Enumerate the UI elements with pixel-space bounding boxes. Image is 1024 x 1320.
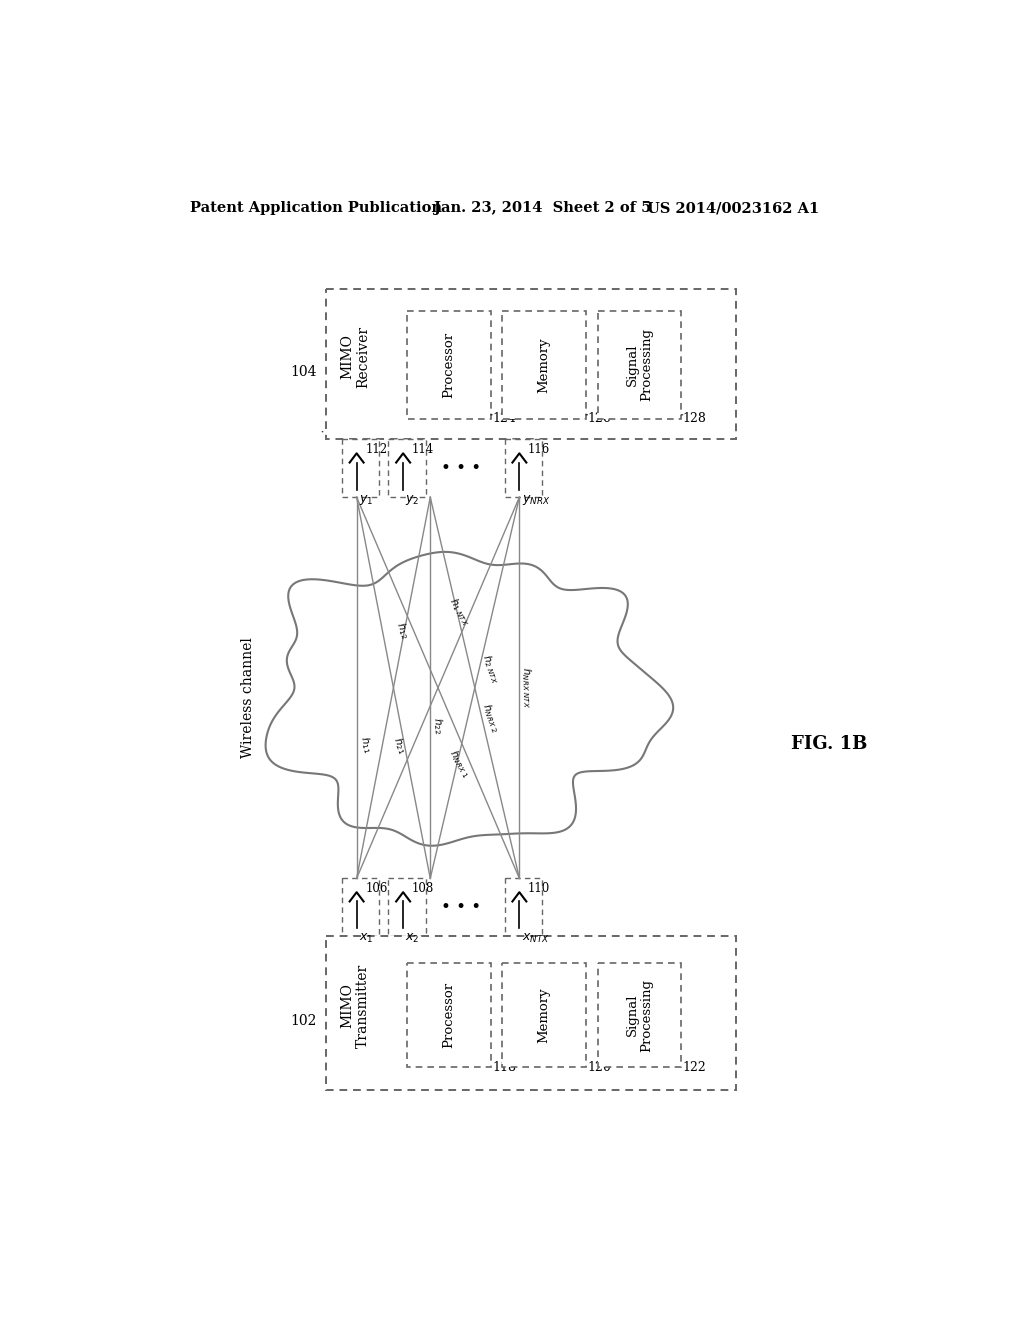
Text: $y_1$: $y_1$	[359, 492, 374, 507]
FancyBboxPatch shape	[407, 312, 490, 418]
FancyBboxPatch shape	[388, 440, 426, 498]
Text: 106: 106	[366, 882, 387, 895]
FancyBboxPatch shape	[342, 878, 379, 936]
FancyBboxPatch shape	[326, 936, 736, 1090]
Text: Patent Application Publication: Patent Application Publication	[190, 202, 442, 215]
Text: $h_{1\ NTX}$: $h_{1\ NTX}$	[446, 595, 473, 628]
Text: $y_2$: $y_2$	[406, 492, 420, 507]
Text: 120: 120	[588, 1061, 611, 1074]
Text: Memory: Memory	[538, 987, 551, 1043]
FancyBboxPatch shape	[598, 312, 681, 418]
Text: • • •: • • •	[441, 899, 481, 916]
Text: Signal
Processing: Signal Processing	[626, 978, 653, 1052]
Text: MIMO
Receiver: MIMO Receiver	[340, 326, 370, 388]
Text: $h_{21}$: $h_{21}$	[390, 734, 409, 755]
Text: 114: 114	[412, 444, 434, 455]
Text: $h_{11}$: $h_{11}$	[356, 735, 375, 755]
Text: $x_1$: $x_1$	[359, 932, 374, 945]
Text: 110: 110	[528, 882, 550, 895]
Text: 102: 102	[290, 1014, 316, 1028]
Text: $h_{NRX\ 2}$: $h_{NRX\ 2}$	[479, 702, 503, 735]
Text: 126: 126	[588, 412, 611, 425]
Text: $h_{22}$: $h_{22}$	[430, 717, 446, 735]
Text: $y_{NRX}$: $y_{NRX}$	[521, 492, 550, 507]
FancyBboxPatch shape	[326, 289, 736, 440]
FancyBboxPatch shape	[505, 878, 542, 936]
Text: Signal
Processing: Signal Processing	[626, 329, 653, 401]
Text: $x_{NTX}$: $x_{NTX}$	[521, 932, 550, 945]
Text: $h_{12}$: $h_{12}$	[393, 620, 413, 642]
Text: 124: 124	[493, 412, 516, 425]
Text: $h_{NRX\ 1}$: $h_{NRX\ 1}$	[446, 747, 473, 780]
Text: Jan. 23, 2014  Sheet 2 of 5: Jan. 23, 2014 Sheet 2 of 5	[434, 202, 651, 215]
Text: $x_2$: $x_2$	[406, 932, 420, 945]
Text: Memory: Memory	[538, 337, 551, 392]
Text: 116: 116	[528, 444, 550, 455]
Text: $h_{2\ NTX}$: $h_{2\ NTX}$	[479, 652, 503, 685]
Text: Wireless channel: Wireless channel	[241, 638, 255, 758]
Text: 104: 104	[290, 364, 316, 379]
Text: • • •: • • •	[441, 459, 481, 477]
Polygon shape	[265, 552, 673, 846]
Text: 122: 122	[683, 1061, 707, 1074]
FancyBboxPatch shape	[342, 440, 379, 498]
Text: MIMO
Transmitter: MIMO Transmitter	[340, 964, 370, 1048]
FancyBboxPatch shape	[407, 964, 490, 1067]
Text: US 2014/0023162 A1: US 2014/0023162 A1	[647, 202, 819, 215]
FancyBboxPatch shape	[503, 964, 586, 1067]
Text: 118: 118	[493, 1061, 516, 1074]
FancyBboxPatch shape	[503, 312, 586, 418]
FancyBboxPatch shape	[598, 964, 681, 1067]
Text: FIG. 1B: FIG. 1B	[791, 735, 867, 752]
Text: 112: 112	[366, 444, 387, 455]
Text: 108: 108	[412, 882, 434, 895]
FancyBboxPatch shape	[505, 440, 542, 498]
FancyBboxPatch shape	[388, 878, 426, 936]
Text: 128: 128	[683, 412, 707, 425]
Text: $h_{NRX\ NTX}$: $h_{NRX\ NTX}$	[519, 667, 535, 709]
Text: Processor: Processor	[442, 982, 456, 1048]
Text: Processor: Processor	[442, 331, 456, 397]
